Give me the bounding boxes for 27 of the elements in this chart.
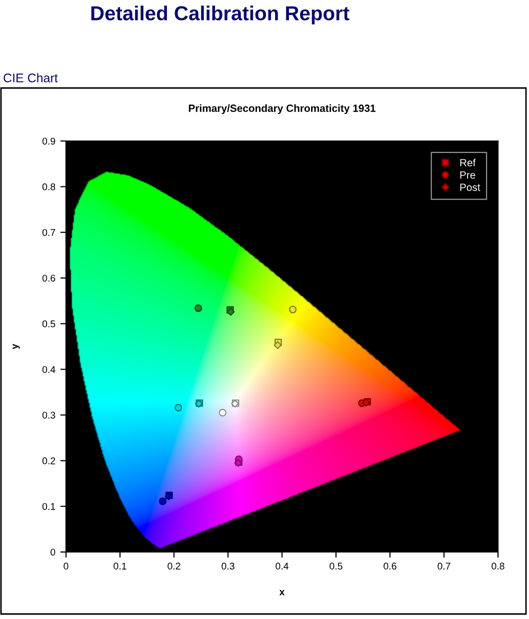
y-tick-label: 0.3 — [42, 412, 56, 419]
x-tick-label: 0 — [64, 562, 68, 570]
y-tick-label: 0.7 — [42, 229, 56, 236]
y-tick-label: 0.8 — [42, 183, 56, 190]
x-tick-label: 0.2 — [168, 562, 180, 570]
legend-label: Ref — [460, 158, 476, 166]
x-tick-label: 0.3 — [222, 562, 234, 570]
y-tick-label: 0.4 — [42, 366, 56, 373]
text: CIE Chart — [4, 73, 58, 82]
x-tick-label: 0.7 — [438, 562, 450, 570]
y-tick-label: 0.2 — [42, 457, 56, 464]
y-tick-label: 0 — [50, 548, 56, 556]
legend-label: Pre — [460, 171, 476, 179]
chart-title: Primary/Secondary Chromaticity 1931 — [188, 104, 376, 114]
text: Detailed Calibration Report — [91, 6, 350, 24]
legend-label: Post — [460, 184, 480, 191]
x-tick-label: 0.8 — [492, 562, 504, 570]
y-tick-label: 0.5 — [42, 320, 56, 328]
x-tick-label: 0.4 — [276, 562, 288, 570]
x-tick-label: 0.5 — [330, 562, 342, 570]
y-tick-label: 0.9 — [42, 138, 56, 145]
y-tick-label: 0.1 — [42, 503, 56, 510]
x-axis-title: x — [279, 590, 285, 596]
x-tick-label: 0.1 — [114, 562, 126, 570]
x-tick-label: 0.6 — [384, 562, 396, 570]
y-tick-label: 0.6 — [42, 274, 56, 282]
y-axis-title: y — [12, 344, 20, 350]
